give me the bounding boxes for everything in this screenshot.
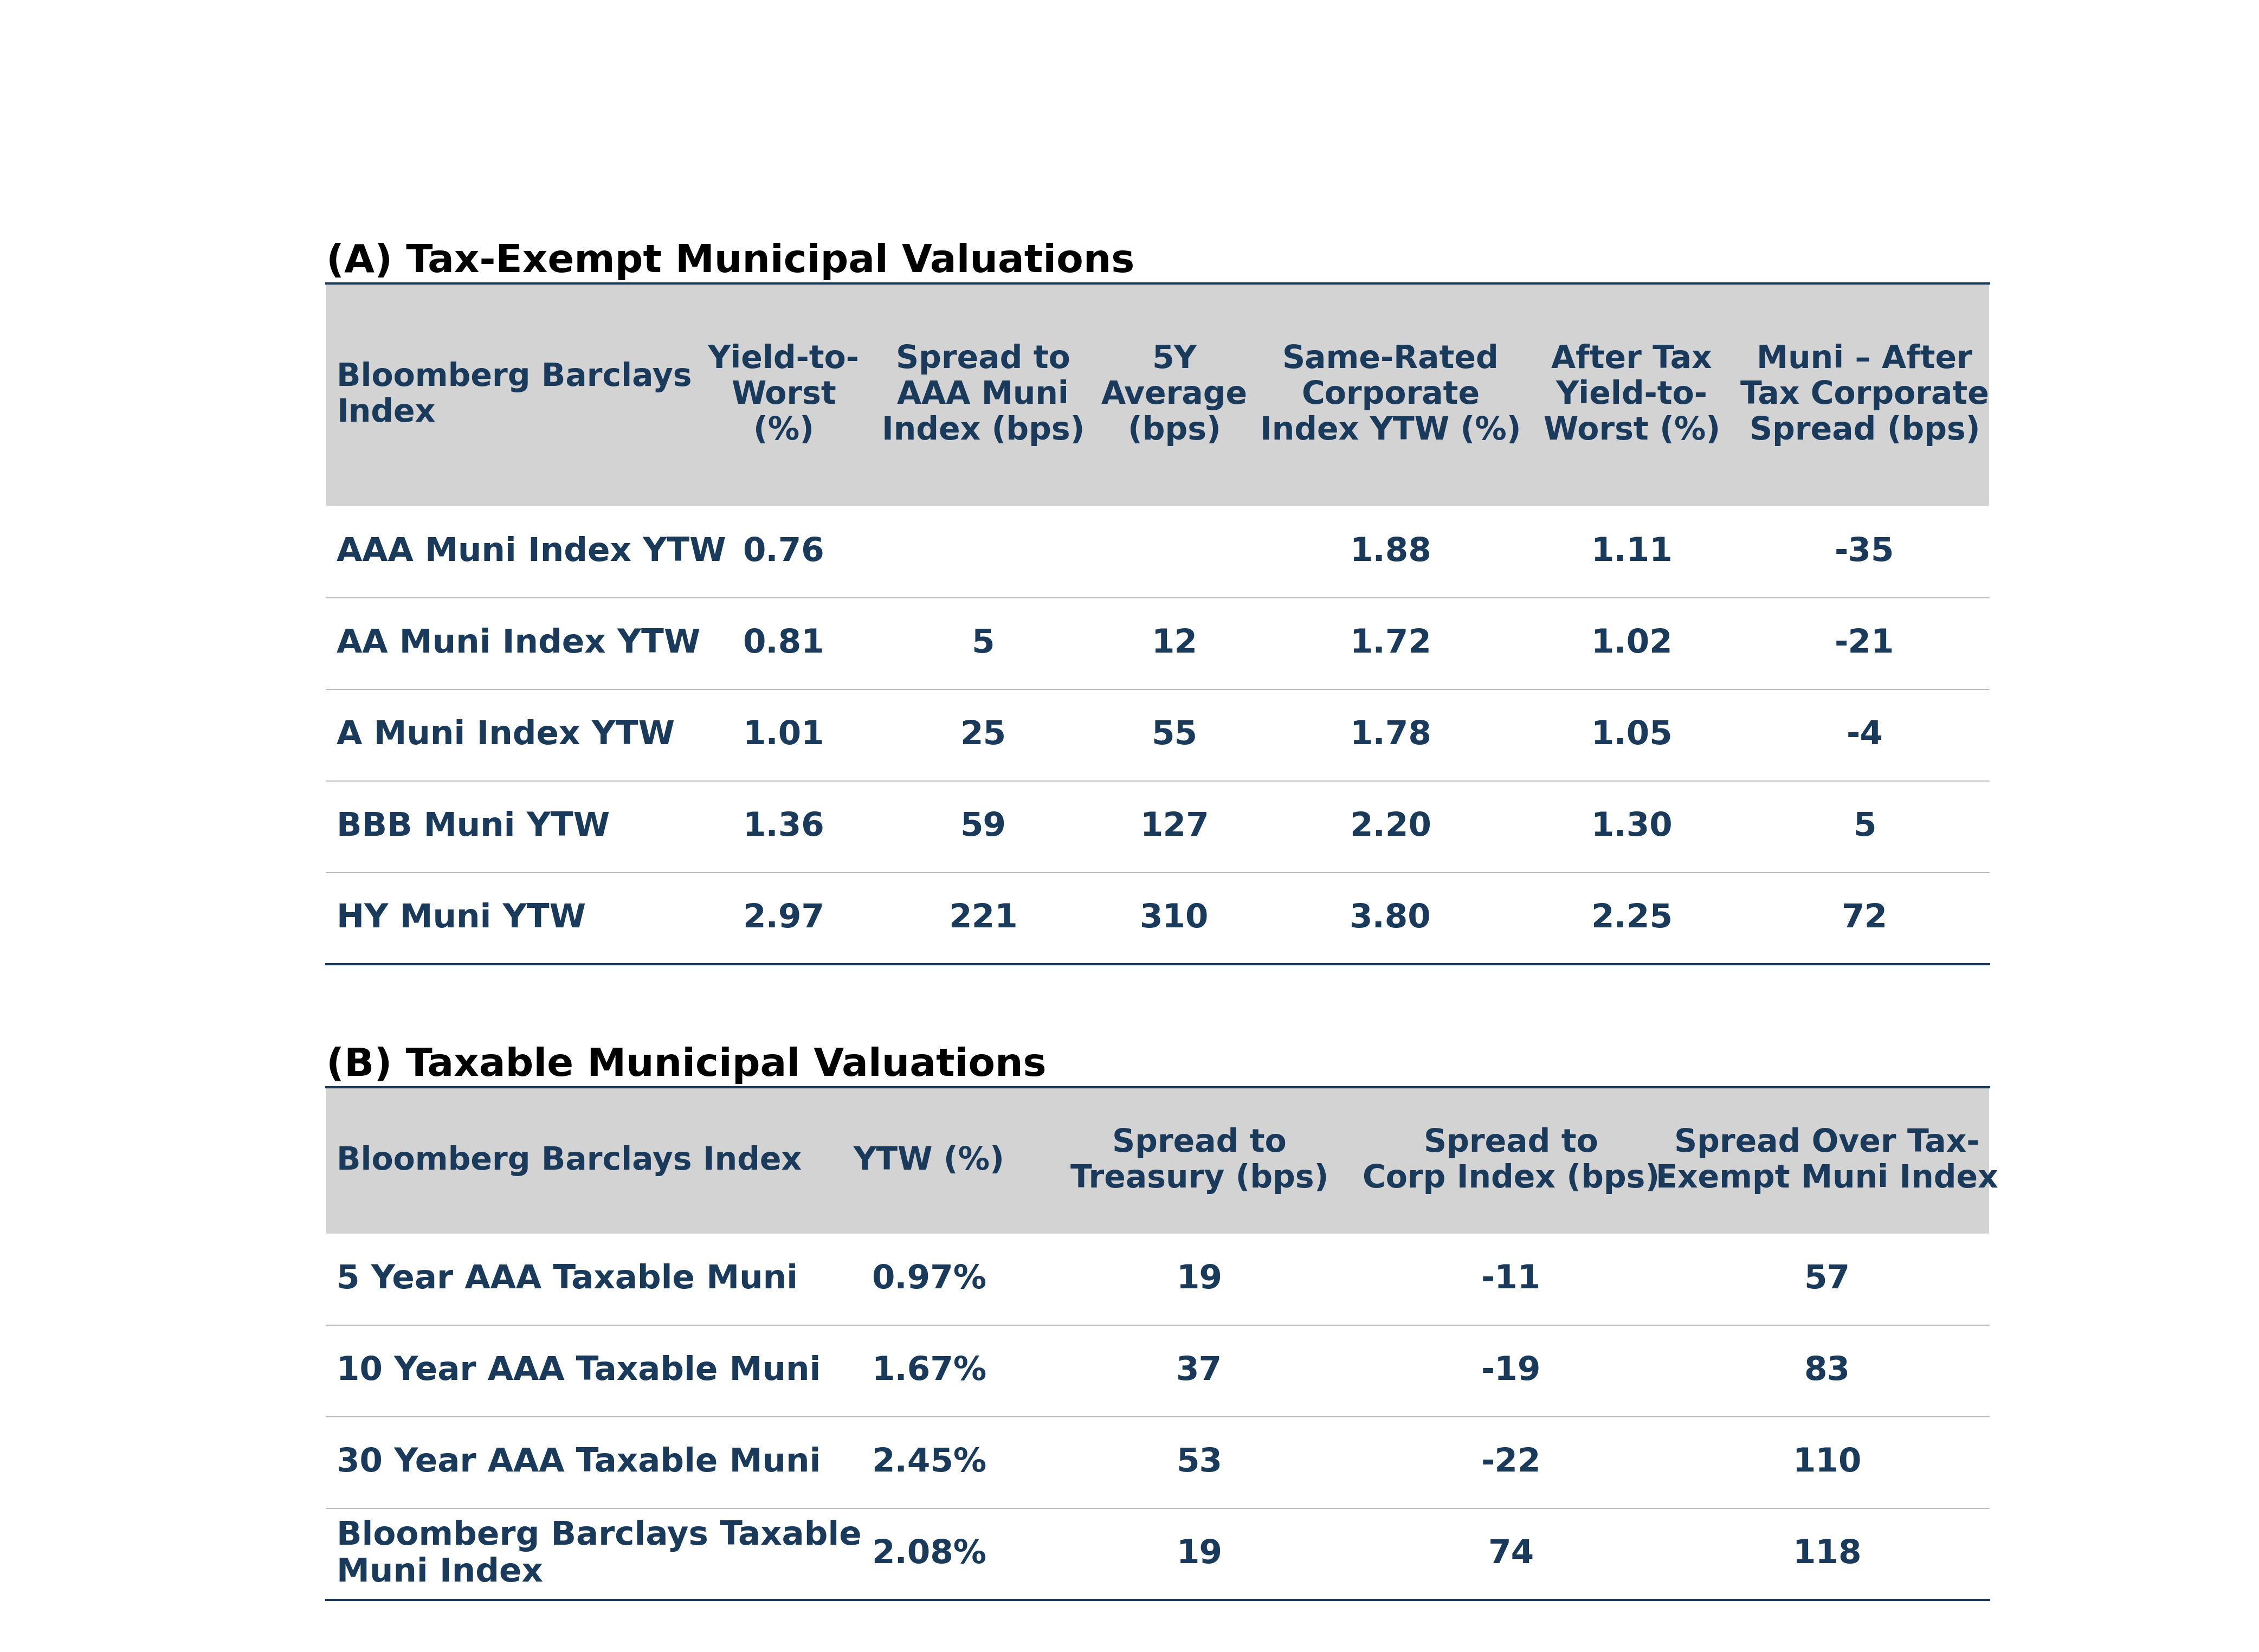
Text: 5: 5: [971, 628, 994, 659]
Text: YTW (%): YTW (%): [854, 1145, 1005, 1176]
Text: 83: 83: [1805, 1355, 1850, 1388]
Text: Bloomberg Barclays Index: Bloomberg Barclays Index: [337, 1145, 802, 1176]
Text: 1.30: 1.30: [1590, 811, 1672, 843]
Text: 2.08%: 2.08%: [872, 1538, 987, 1569]
Text: 19: 19: [1177, 1264, 1222, 1295]
Text: 30 Year AAA Taxable Muni: 30 Year AAA Taxable Muni: [337, 1447, 820, 1479]
Text: 1.72: 1.72: [1349, 628, 1432, 659]
Text: -21: -21: [1834, 628, 1895, 659]
Text: 1.88: 1.88: [1349, 535, 1432, 568]
Text: Bloomberg Barclays Taxable
Muni Index: Bloomberg Barclays Taxable Muni Index: [337, 1520, 861, 1589]
Text: 2.20: 2.20: [1349, 811, 1432, 843]
Text: -22: -22: [1482, 1447, 1541, 1479]
Bar: [325, 1087, 1990, 1234]
Text: 1.02: 1.02: [1590, 628, 1672, 659]
Text: Yield-to-
Worst
(%): Yield-to- Worst (%): [707, 344, 858, 446]
Text: 37: 37: [1177, 1355, 1222, 1388]
Text: -4: -4: [1846, 719, 1884, 752]
Text: 1.78: 1.78: [1349, 719, 1432, 752]
Text: 1.36: 1.36: [743, 811, 825, 843]
Text: 5 Year AAA Taxable Muni: 5 Year AAA Taxable Muni: [337, 1264, 797, 1295]
Text: -35: -35: [1834, 535, 1895, 568]
Text: 110: 110: [1794, 1447, 1861, 1479]
Text: Spread Over Tax-
Exempt Muni Index: Spread Over Tax- Exempt Muni Index: [1656, 1127, 1999, 1194]
Text: 0.81: 0.81: [743, 628, 825, 659]
Text: 3.80: 3.80: [1351, 902, 1432, 933]
Text: 1.05: 1.05: [1590, 719, 1672, 752]
Text: Spread to
Treasury (bps): Spread to Treasury (bps): [1071, 1127, 1328, 1194]
Text: 0.97%: 0.97%: [872, 1264, 987, 1295]
Text: Spread to
Corp Index (bps): Spread to Corp Index (bps): [1362, 1127, 1660, 1194]
Text: 221: 221: [949, 902, 1019, 933]
Text: 2.97: 2.97: [743, 902, 825, 933]
Text: 74: 74: [1489, 1538, 1534, 1569]
Text: 57: 57: [1805, 1264, 1850, 1295]
Text: Spread to
AAA Muni
Index (bps): Spread to AAA Muni Index (bps): [881, 344, 1084, 446]
Text: 19: 19: [1177, 1538, 1222, 1569]
Text: 10 Year AAA Taxable Muni: 10 Year AAA Taxable Muni: [337, 1355, 820, 1388]
Text: 0.76: 0.76: [743, 535, 825, 568]
Text: -11: -11: [1482, 1264, 1541, 1295]
Text: 1.11: 1.11: [1590, 535, 1672, 568]
Text: (A) Tax-Exempt Municipal Valuations: (A) Tax-Exempt Municipal Valuations: [325, 243, 1134, 281]
Text: 127: 127: [1141, 811, 1209, 843]
Text: Muni – After
Tax Corporate
Spread (bps): Muni – After Tax Corporate Spread (bps): [1739, 344, 1988, 446]
Text: 5Y
Average
(bps): 5Y Average (bps): [1100, 344, 1247, 446]
Text: 2.45%: 2.45%: [872, 1447, 987, 1479]
Text: 12: 12: [1152, 628, 1197, 659]
Text: 118: 118: [1794, 1538, 1861, 1569]
Text: Bloomberg Barclays
Index: Bloomberg Barclays Index: [337, 362, 691, 428]
Text: 5: 5: [1852, 811, 1877, 843]
Text: 25: 25: [960, 719, 1005, 752]
Text: -19: -19: [1482, 1355, 1541, 1388]
Text: HY Muni YTW: HY Muni YTW: [337, 902, 585, 933]
Bar: [325, 284, 1990, 506]
Text: 53: 53: [1177, 1447, 1222, 1479]
Text: 310: 310: [1141, 902, 1209, 933]
Text: A Muni Index YTW: A Muni Index YTW: [337, 719, 675, 752]
Text: 1.67%: 1.67%: [872, 1355, 987, 1388]
Text: Same-Rated
Corporate
Index YTW (%): Same-Rated Corporate Index YTW (%): [1261, 344, 1520, 446]
Text: After Tax
Yield-to-
Worst (%): After Tax Yield-to- Worst (%): [1543, 344, 1719, 446]
Text: 2.25: 2.25: [1590, 902, 1672, 933]
Text: 1.01: 1.01: [743, 719, 825, 752]
Text: 72: 72: [1841, 902, 1889, 933]
Text: BBB Muni YTW: BBB Muni YTW: [337, 811, 610, 843]
Text: 55: 55: [1152, 719, 1197, 752]
Text: AAA Muni Index YTW: AAA Muni Index YTW: [337, 535, 725, 568]
Text: (B) Taxable Municipal Valuations: (B) Taxable Municipal Valuations: [325, 1047, 1046, 1084]
Text: 59: 59: [960, 811, 1005, 843]
Text: AA Muni Index YTW: AA Muni Index YTW: [337, 628, 700, 659]
